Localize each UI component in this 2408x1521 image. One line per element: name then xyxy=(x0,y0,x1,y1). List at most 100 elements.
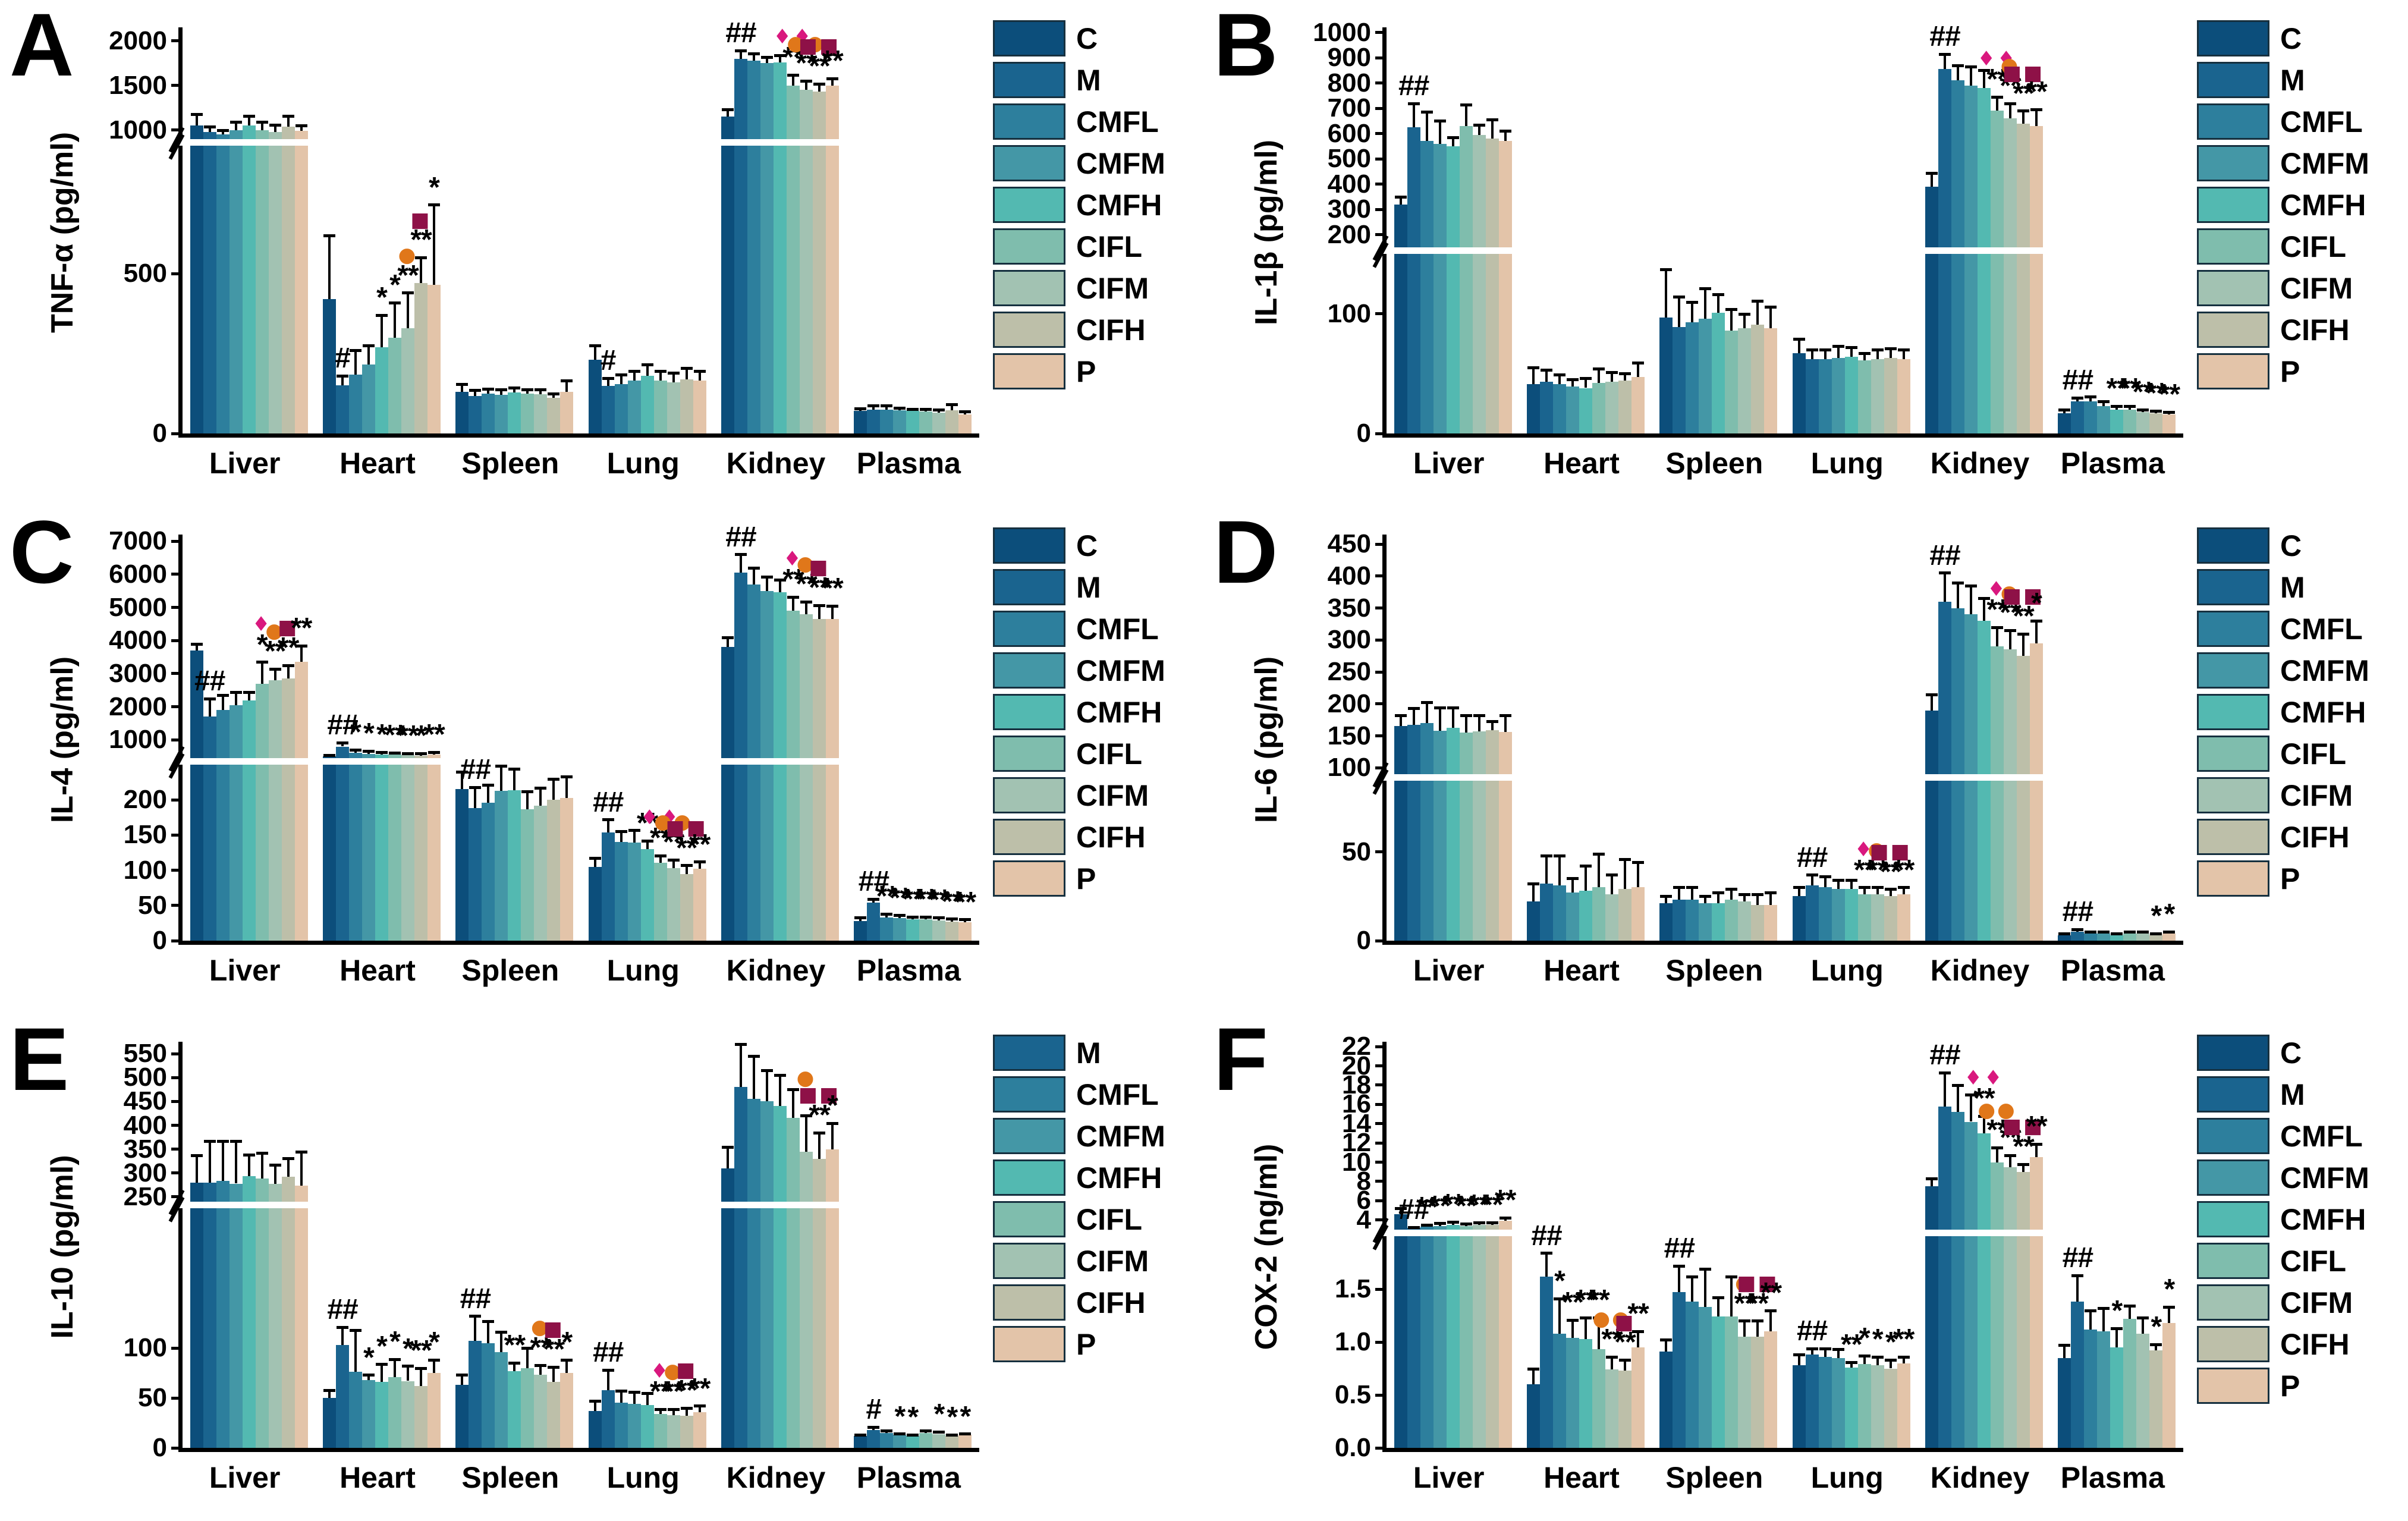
bar-B-Liver-P xyxy=(1498,254,1512,433)
significance-annotation: ** xyxy=(916,885,937,914)
bar-E-Plasma-CMFL xyxy=(880,1432,894,1448)
bar-B-Kidney-CIFL xyxy=(1991,254,2004,433)
bar-A-Spleen-CIFL xyxy=(521,393,535,433)
y-tick-mark xyxy=(1375,766,1387,769)
legend-item-CMFH: CMFH xyxy=(993,694,1165,730)
error-bar-cap xyxy=(1527,1367,1539,1371)
error-bar xyxy=(818,83,821,92)
error-bar xyxy=(487,1321,490,1343)
error-bar xyxy=(779,1075,781,1107)
error-bar xyxy=(1863,887,1866,895)
error-bar xyxy=(1665,896,1668,904)
error-bar-cap xyxy=(641,1391,653,1395)
y-tick-mark xyxy=(1375,1340,1387,1344)
bar-D-Lung-CMFH xyxy=(1844,889,1858,941)
bar-C-Liver-C xyxy=(190,765,203,941)
marker-square-icon: ■ xyxy=(819,34,841,58)
annotation-text: * xyxy=(827,1089,838,1121)
legend-label: CIFL xyxy=(1076,737,1143,771)
significance-annotation: ■■ ** xyxy=(1870,841,1912,886)
error-bar-cap xyxy=(1897,348,1910,352)
bar-F-Liver-P xyxy=(1498,1236,1512,1448)
error-bar-cap xyxy=(667,371,680,375)
error-bar xyxy=(1837,1349,1840,1358)
annotation-text: * xyxy=(429,171,440,203)
bar-B-Lung-CMFL xyxy=(1818,359,1832,433)
annotation-symbols: ● xyxy=(1735,1273,1755,1293)
y-tick-mark xyxy=(1375,1393,1387,1397)
error-bar-cap xyxy=(1606,873,1618,877)
bar-F-Heart-CMFH xyxy=(1579,1338,1592,1448)
error-bar-cap xyxy=(2004,102,2016,105)
error-bar-cap xyxy=(2004,629,2016,633)
bar-D-Plasma-CMFM xyxy=(2097,934,2111,941)
annotation-symbols: ■■ xyxy=(2003,63,2044,83)
error-bar xyxy=(1464,715,1467,733)
bar-A-Liver-CMFH xyxy=(242,146,256,433)
significance-annotation: ## xyxy=(2063,897,2093,926)
error-bar xyxy=(753,53,755,61)
error-bar xyxy=(1824,350,1827,360)
error-bar xyxy=(1412,103,1415,127)
bartop-A-Kidney-CIFL xyxy=(787,85,800,139)
legend-label: CIFM xyxy=(2280,271,2353,305)
bar-E-Liver-CIFH xyxy=(281,1208,295,1448)
error-bar-cap xyxy=(959,1432,972,1436)
bartop-C-Kidney-CMFM xyxy=(760,590,774,758)
y-tick-label: 350 xyxy=(1327,593,1371,623)
bar-F-Spleen-CMFL xyxy=(1686,1302,1699,1448)
y-tick-mark xyxy=(1375,31,1387,34)
bar-E-Spleen-CIFM xyxy=(534,1375,548,1448)
error-bar-cap xyxy=(933,1431,945,1434)
bartop-D-Liver-P xyxy=(1498,732,1512,774)
x-category-label: Liver xyxy=(209,447,281,480)
annotation-text: ** xyxy=(876,881,898,913)
bar-B-Plasma-M xyxy=(2071,401,2085,433)
annotation-symbols: ■■ xyxy=(1870,841,1912,862)
bar-E-Heart-CMFH xyxy=(375,1382,388,1448)
legend-label: CMFM xyxy=(1076,653,1165,687)
annotation-text: ** xyxy=(689,828,711,860)
annotation-text: * xyxy=(1885,1327,1897,1359)
y-tick-label: 7000 xyxy=(109,526,167,556)
error-bar xyxy=(1850,880,1853,890)
bar-A-Liver-CMFL xyxy=(216,146,230,433)
bartop-D-Kidney-CIFL xyxy=(1991,646,2004,774)
error-bar-cap xyxy=(1486,719,1498,723)
error-bar-cap xyxy=(1632,861,1644,865)
bar-F-Heart-C xyxy=(1527,1384,1540,1448)
legend-item-CMFM: CMFM xyxy=(993,652,1165,689)
annotation-text: ## xyxy=(1531,1220,1562,1252)
legend-label: CIFH xyxy=(2280,1327,2350,1361)
error-bar-cap xyxy=(774,54,786,57)
y-tick-label: 18 xyxy=(1342,1070,1371,1099)
error-bar xyxy=(698,1406,701,1412)
bartop-B-Liver-CMFH xyxy=(1446,146,1460,247)
error-bar-cap xyxy=(337,375,348,378)
error-bar xyxy=(740,1044,742,1088)
error-bar-cap xyxy=(1486,1221,1498,1224)
y-tick-mark xyxy=(171,904,183,907)
legend-label: CIFL xyxy=(1076,1202,1143,1236)
error-bar-cap xyxy=(1606,1355,1618,1359)
bar-D-Plasma-CMFH xyxy=(2110,935,2124,941)
bartop-C-Liver-CIFL xyxy=(255,683,269,758)
bar-B-Kidney-CIFM xyxy=(2004,254,2017,433)
annotation-symbols: ■■ xyxy=(799,34,841,58)
significance-annotation: ■■ ** xyxy=(666,818,708,862)
bartop-D-Kidney-CMFL xyxy=(1951,608,1964,774)
error-bar-cap xyxy=(2150,409,2162,413)
bar-C-Kidney-CIFH xyxy=(813,765,826,941)
annotation-symbols: ■■ xyxy=(666,818,708,838)
error-bar-cap xyxy=(295,124,307,128)
legend-swatch xyxy=(993,353,1065,389)
bar-E-Kidney-CMFH xyxy=(774,1208,787,1448)
legend-label: CMFH xyxy=(2280,1202,2366,1236)
legend-item-CIFH: CIFH xyxy=(993,1284,1165,1321)
bar-E-Spleen-CMFM xyxy=(495,1352,508,1448)
bar-C-Heart-CIFH xyxy=(414,765,427,941)
annotation-symbols: ●● xyxy=(654,812,693,832)
error-bar xyxy=(2129,1306,2132,1319)
error-bar xyxy=(727,109,729,117)
error-bar-cap xyxy=(1712,293,1725,297)
